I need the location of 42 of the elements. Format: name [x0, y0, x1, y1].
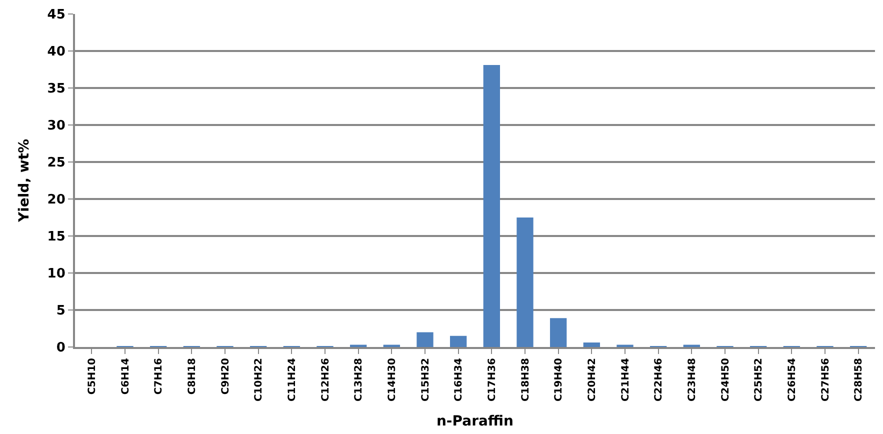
bar	[450, 336, 467, 347]
x-tick-label: C28H58	[854, 358, 865, 402]
x-tick-label: C17H36	[486, 358, 498, 402]
x-tick-label: C16H34	[454, 358, 465, 402]
bar	[583, 342, 600, 347]
y-tick-label: 5	[56, 304, 66, 319]
y-axis-title: Yield, wt%	[16, 138, 32, 224]
x-tick-label: C7H16	[154, 358, 165, 395]
y-tick-label: 30	[47, 118, 66, 134]
bar	[550, 318, 567, 347]
x-tick-label: C12H26	[320, 358, 332, 402]
x-tick-label: C13H28	[354, 358, 365, 402]
y-tick-label: 25	[47, 156, 66, 171]
x-tick-label: C8H18	[186, 358, 198, 395]
x-tick-label: C22H46	[654, 358, 665, 402]
x-tick-label: C25H52	[754, 358, 765, 402]
x-tick-label: C23H48	[686, 358, 698, 402]
x-tick-label: C14H30	[386, 358, 398, 402]
y-tick-label: 0	[56, 340, 66, 356]
x-tick-label: C26H54	[786, 358, 798, 402]
bar	[416, 332, 434, 347]
x-tick-label: C24H50	[720, 358, 732, 402]
x-tick-label: C11H24	[286, 358, 298, 402]
y-tick-label: 20	[47, 192, 66, 208]
x-tick-label: C27H56	[820, 358, 832, 402]
x-tick-label: C6H14	[120, 358, 132, 395]
x-tick-label: C10H22	[254, 358, 265, 402]
x-tick-label: C18H38	[520, 358, 532, 402]
x-tick-label: C15H32	[420, 358, 432, 402]
x-tick-label: C19H40	[554, 358, 565, 402]
x-tick-label: C5H10	[86, 358, 98, 395]
y-tick-label: 10	[47, 266, 66, 282]
bar	[483, 65, 500, 347]
x-tick-label: C20H42	[586, 358, 598, 402]
x-tick-label: C9H20	[220, 358, 232, 395]
y-tick-label: 15	[47, 230, 66, 245]
y-tick-label: 40	[47, 44, 66, 60]
x-tick-label: C21H44	[620, 358, 632, 402]
y-tick-label: 45	[47, 8, 66, 23]
x-axis-title: n-Paraffin	[436, 413, 514, 430]
y-tick-label: 35	[47, 82, 66, 97]
bar	[516, 218, 534, 347]
